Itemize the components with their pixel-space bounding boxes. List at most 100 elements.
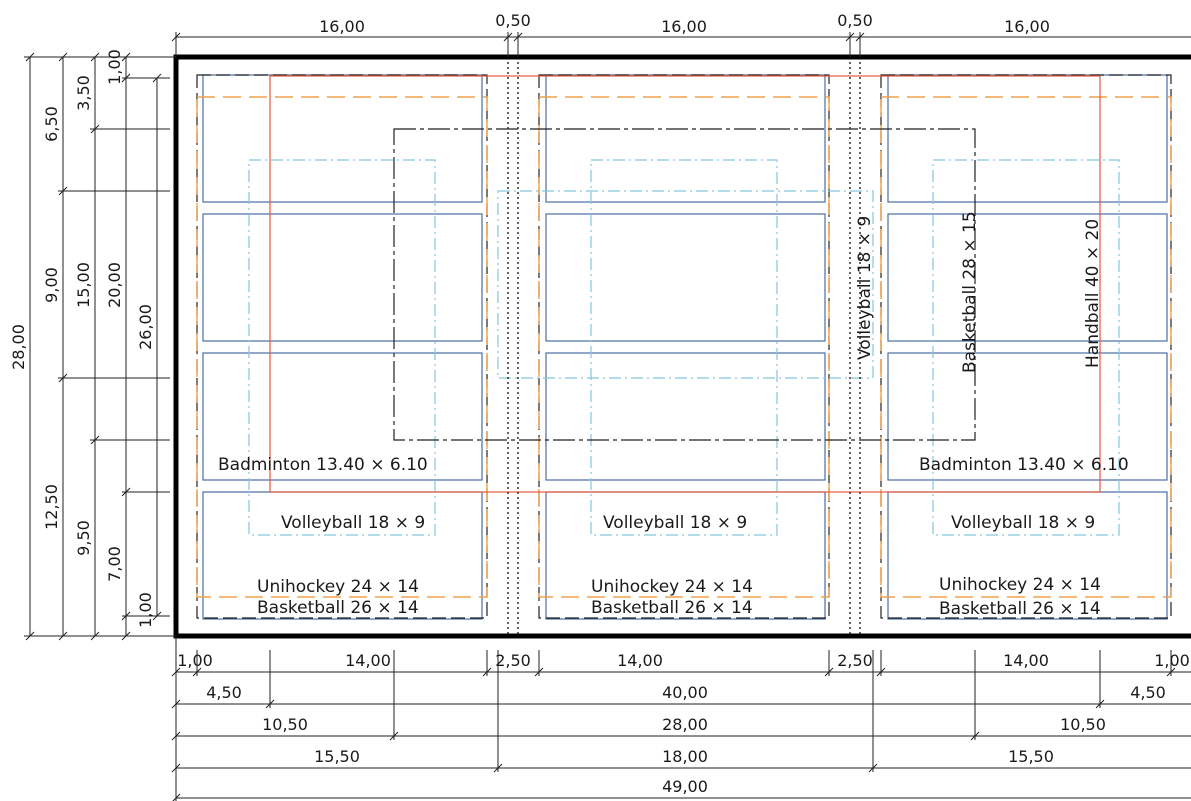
badminton-label-right: Badminton 13.40 × 6.10: [919, 455, 1129, 475]
badminton-court: [887, 74, 1168, 203]
unihockey-court: [880, 96, 1172, 598]
dim-top-hall-3: 16,00: [1004, 17, 1050, 36]
tick-mark: [171, 731, 181, 741]
basketball-court-cross: [393, 128, 976, 441]
tick-mark: [1166, 667, 1176, 677]
dim-left-12-50: 12,50: [42, 484, 61, 530]
tick-mark: [90, 435, 100, 445]
dim-left-15-00: 15,00: [74, 262, 93, 308]
bottom-dimension-labels: 1,00 14,00 2,50 14,00 2,50 14,00 1,00 4,…: [177, 651, 1190, 796]
tick-mark: [824, 667, 834, 677]
volleyball-court: [248, 159, 436, 536]
dim-top-gap-2: 0,50: [837, 11, 873, 30]
dim-left-1-00-bottom: 1,00: [136, 592, 155, 628]
tick-mark: [121, 73, 131, 83]
dim-left-3-50: 3,50: [74, 75, 93, 111]
left-dimension-labels: 28,00 6,50 9,00 12,50 3,50 15,00 9,50 1,…: [9, 49, 155, 628]
badminton-courts: [202, 74, 1168, 620]
tick-mark: [121, 631, 131, 641]
dim-bottom-18-00: 18,00: [662, 747, 708, 766]
basketball-label-1: Basketball 26 × 14: [257, 598, 419, 618]
dim-bottom-14-00-2: 14,00: [617, 651, 663, 670]
top-ticks: [171, 32, 865, 57]
tick-mark: [58, 373, 68, 383]
volleyball-label-2: Volleyball 18 × 9: [603, 513, 747, 533]
dim-bottom-total: 49,00: [662, 777, 708, 796]
tick-mark: [171, 699, 181, 709]
unihockey-courts: [196, 96, 1172, 598]
court-label-group: Badminton 13.40 × 6.10 Badminton 13.40 ×…: [218, 211, 1129, 619]
basketball-courts-small: [196, 74, 1172, 619]
handball-label-vertical: Handball 40 × 20: [1083, 219, 1103, 368]
tick-mark: [58, 52, 68, 62]
tick-mark: [1095, 699, 1105, 709]
tick-mark: [513, 32, 523, 42]
tick-mark: [152, 73, 162, 83]
unihockey-label-1: Unihockey 24 × 14: [257, 577, 419, 597]
dim-bottom-1-00-left: 1,00: [177, 651, 213, 670]
tick-mark: [845, 32, 855, 42]
top-dimension-chain: 16,00 0,50 16,00 0,50 16,00: [171, 11, 1191, 57]
badminton-court: [887, 213, 1168, 342]
volleyball-court: [932, 159, 1120, 536]
tick-mark: [152, 611, 162, 621]
tick-mark: [389, 731, 399, 741]
dim-bottom-4-50-left: 4,50: [206, 683, 242, 702]
tick-mark: [855, 32, 865, 42]
dim-left-9-00: 9,00: [42, 267, 61, 303]
dim-top-gap-1: 0,50: [495, 11, 531, 30]
basketball-label-3: Basketball 26 × 14: [939, 599, 1101, 619]
volleyball-label-vertical: Volleyball 18 × 9: [855, 216, 875, 360]
dim-bottom-2-50-2: 2,50: [837, 651, 873, 670]
dim-bottom-2-50-1: 2,50: [495, 651, 531, 670]
tick-mark: [121, 487, 131, 497]
dim-top-hall-1: 16,00: [319, 17, 365, 36]
badminton-court: [202, 213, 483, 342]
badminton-court: [202, 74, 483, 203]
tick-mark: [121, 52, 131, 62]
badminton-court: [545, 352, 826, 481]
left-dimension-chains: [24, 52, 176, 641]
tick-mark: [121, 611, 131, 621]
dim-left-6-50: 6,50: [42, 106, 61, 142]
tick-mark: [876, 667, 886, 677]
volleyball-label-3: Volleyball 18 × 9: [951, 513, 1095, 533]
tick-mark: [90, 631, 100, 641]
volleyball-label-1: Volleyball 18 × 9: [281, 513, 425, 533]
badminton-court: [202, 352, 483, 481]
dim-bottom-14-00-1: 14,00: [345, 651, 391, 670]
dim-bottom-10-50-right: 10,50: [1060, 715, 1106, 734]
dim-bottom-1-00-right: 1,00: [1154, 651, 1190, 670]
bottom-dimension-chains: [171, 636, 1191, 801]
unihockey-label-2: Unihockey 24 × 14: [591, 577, 753, 597]
unihockey-court: [196, 96, 488, 598]
volleyball-court-cross: [497, 190, 874, 379]
basketball-label-2: Basketball 26 × 14: [591, 598, 753, 618]
unihockey-court: [538, 96, 830, 598]
tick-mark: [503, 32, 513, 42]
dim-bottom-10-50-left: 10,50: [262, 715, 308, 734]
dim-left-7-00: 7,00: [105, 546, 124, 582]
dim-left-20-00: 20,00: [105, 262, 124, 308]
tick-mark: [58, 631, 68, 641]
tick-mark: [90, 124, 100, 134]
partition-curtains: [507, 57, 861, 635]
basketball-court: [880, 74, 1172, 619]
badminton-court: [545, 213, 826, 342]
badminton-court: [545, 74, 826, 203]
tick-mark: [493, 763, 503, 773]
tick-mark: [265, 699, 275, 709]
tick-mark: [58, 186, 68, 196]
tick-mark: [25, 52, 35, 62]
tick-mark: [171, 763, 181, 773]
tick-mark: [482, 667, 492, 677]
basketball-court: [538, 74, 830, 619]
badminton-court: [887, 352, 1168, 481]
volleyball-court: [590, 159, 778, 536]
tick-mark: [970, 731, 980, 741]
tick-mark: [868, 763, 878, 773]
tick-mark: [171, 32, 181, 42]
dim-left-total: 28,00: [9, 324, 28, 370]
basketball-label-vertical: Basketball 28 × 15: [960, 211, 980, 373]
